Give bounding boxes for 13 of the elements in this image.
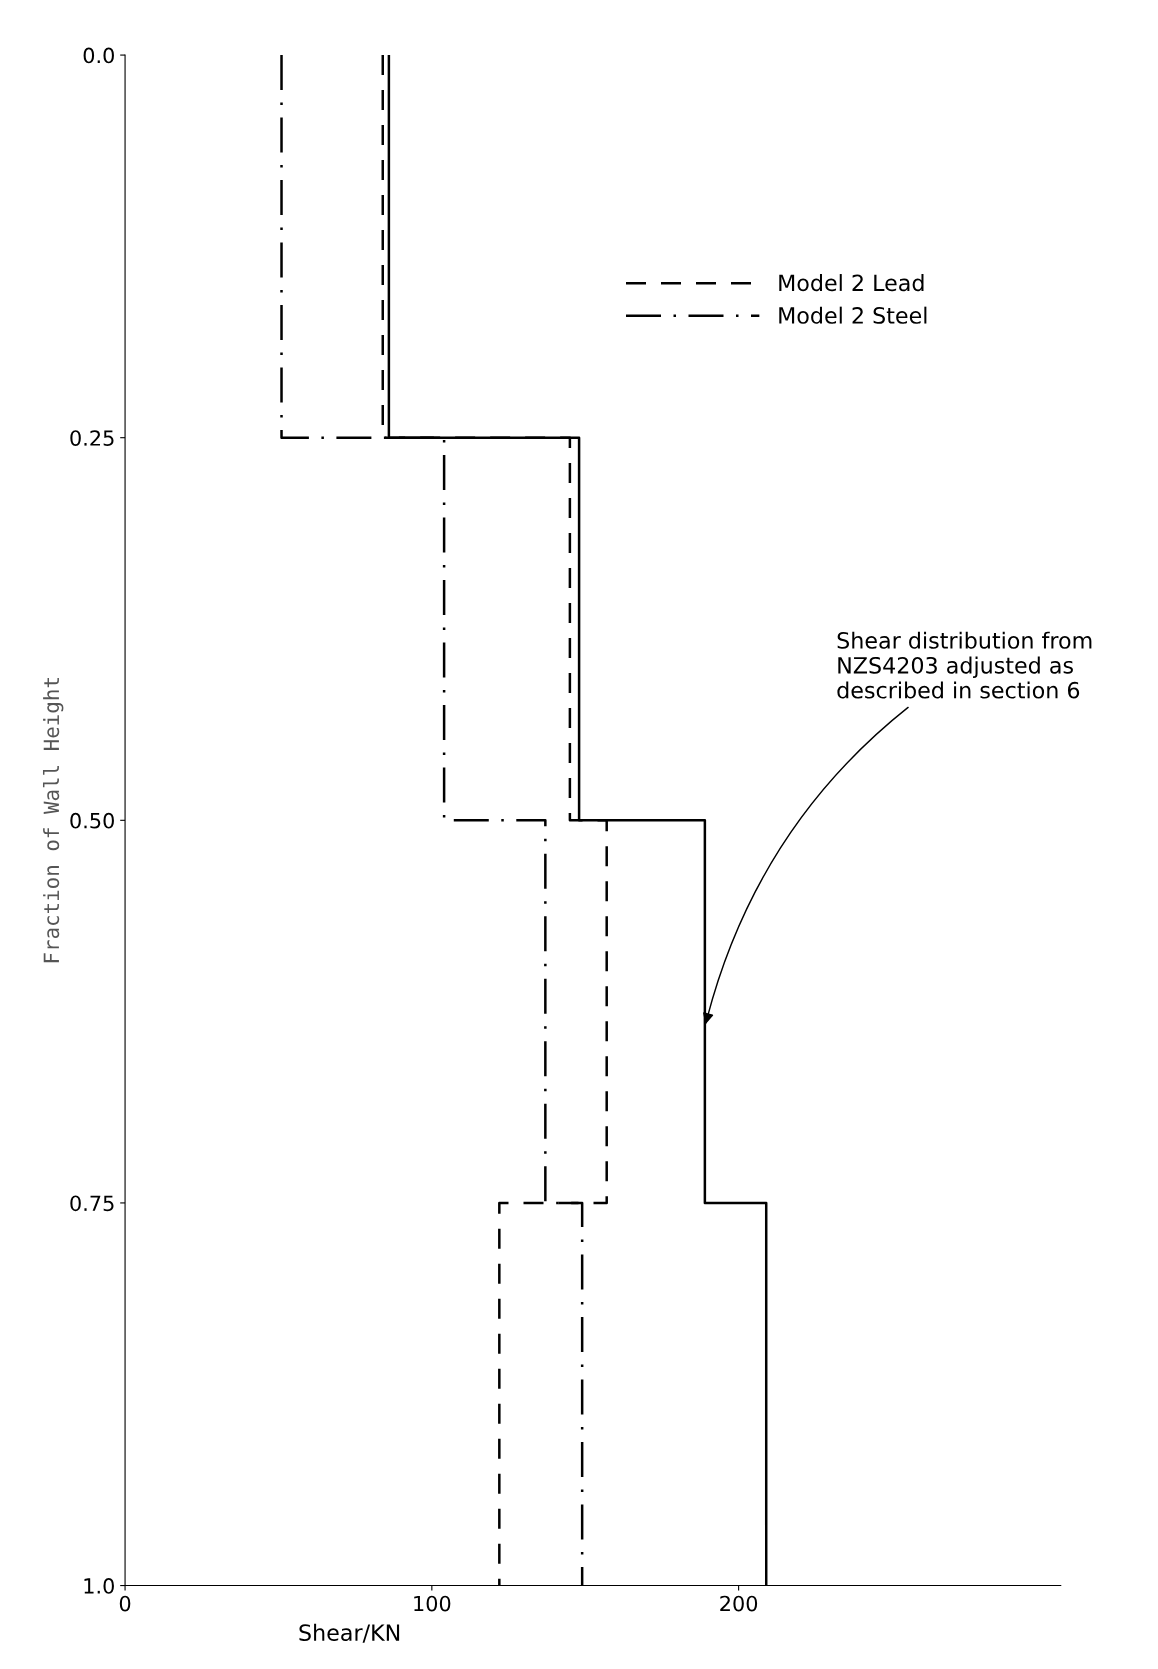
y-tick-label: 0.50 — [70, 812, 114, 829]
x-tick-label: 0 — [119, 1595, 131, 1612]
text: Model 2 Lead — [779, 274, 924, 292]
x-axis-title: Shear/KN — [299, 1623, 400, 1643]
y-axis-title: Fraction of Wall Height — [42, 678, 64, 963]
x-tick-label: 200 — [720, 1595, 758, 1612]
x-tick-label: 100 — [414, 1595, 451, 1612]
text: Model 2 Steel — [779, 306, 927, 324]
y-tick-label: 0.25 — [70, 430, 114, 446]
y-tick-label: 1.0 — [84, 1578, 114, 1594]
y-tick-label: 0.75 — [70, 1195, 114, 1212]
annotation: Shear distribution from NZS4203 adjusted as described in section 6 — [837, 631, 1092, 699]
y-tick-label: 0.0 — [83, 47, 114, 64]
